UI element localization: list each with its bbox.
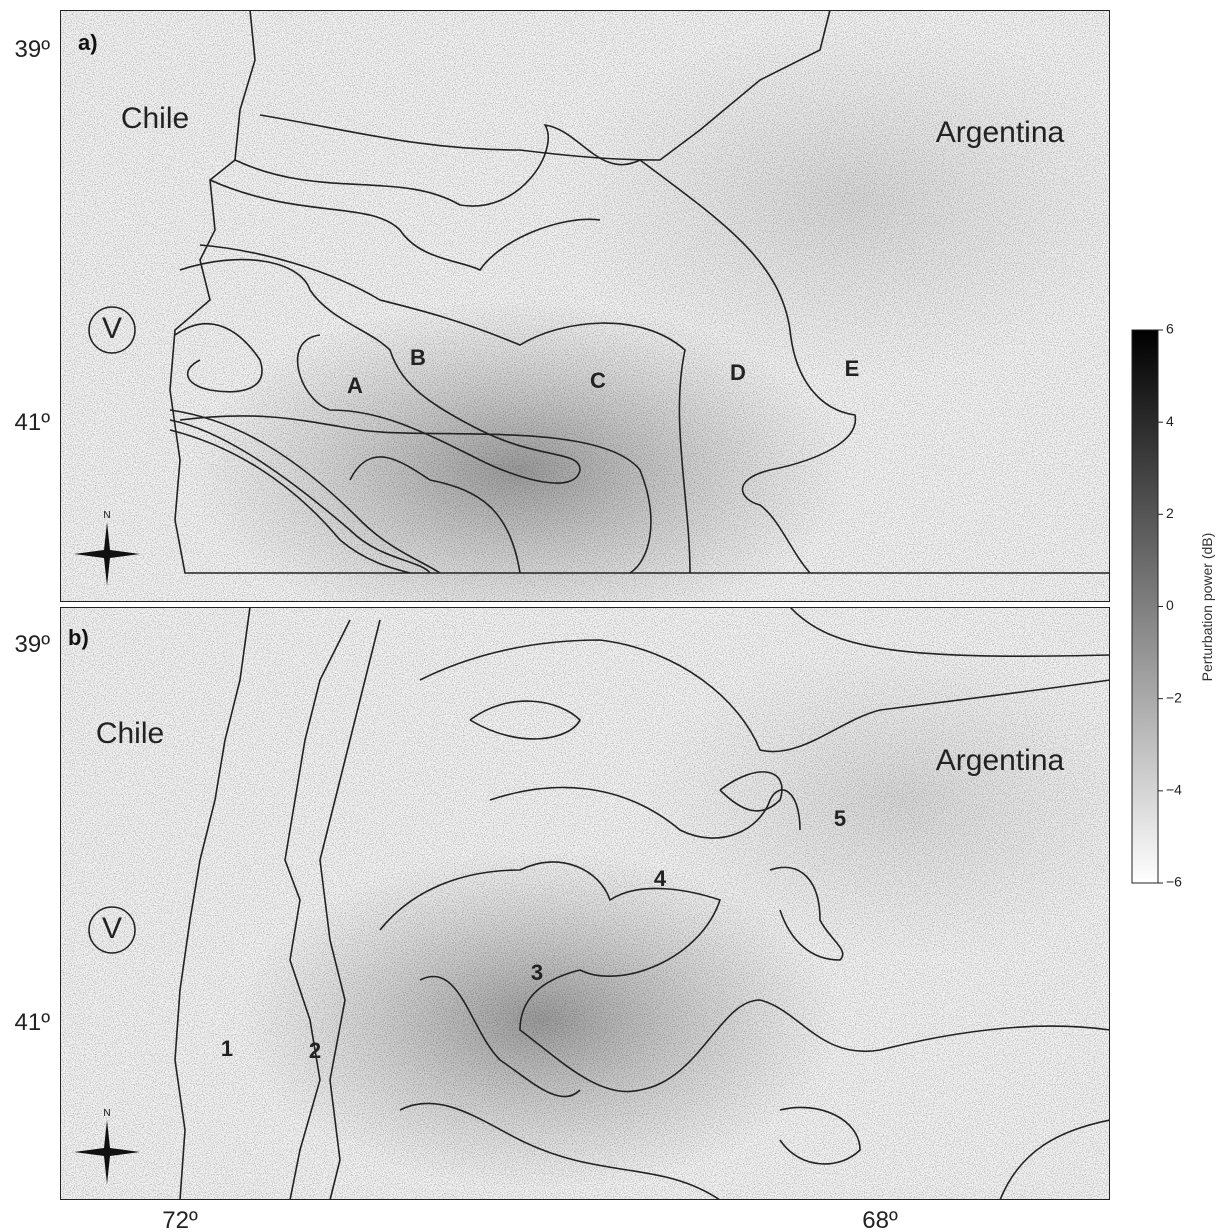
latitude-label: 41º bbox=[15, 409, 51, 436]
country-label: Chile bbox=[96, 717, 164, 750]
panel-b-map: N bbox=[60, 607, 1110, 1200]
colorbar-tick-label: 2 bbox=[1166, 505, 1174, 521]
country-label: Chile bbox=[121, 102, 189, 135]
colorbar bbox=[1131, 329, 1159, 884]
latitude-label: 39º bbox=[15, 36, 51, 63]
zone-label: C bbox=[590, 368, 606, 393]
zone-label: B bbox=[410, 345, 426, 370]
country-label: Argentina bbox=[936, 744, 1065, 777]
country-label: Argentina bbox=[936, 116, 1065, 149]
colorbar-tick-label: 6 bbox=[1166, 321, 1174, 337]
zone-label: 2 bbox=[309, 1038, 321, 1063]
svg-text:N: N bbox=[103, 510, 110, 521]
zone-label: D bbox=[730, 360, 746, 385]
vent-label: V bbox=[102, 312, 122, 345]
vent-label: V bbox=[102, 912, 122, 945]
colorbar-tick-label: −6 bbox=[1166, 874, 1182, 890]
svg-text:N: N bbox=[103, 1108, 110, 1119]
colorbar-tick-label: 4 bbox=[1166, 413, 1174, 429]
latitude-label: 39º bbox=[15, 631, 51, 658]
panel-a-map: N bbox=[60, 10, 1110, 602]
longitude-label: 68º bbox=[862, 1207, 898, 1232]
panel-label: a) bbox=[78, 30, 98, 55]
panel-label: b) bbox=[68, 625, 89, 650]
colorbar-label: Perturbation power (dB) bbox=[1199, 533, 1215, 682]
latitude-label: 41º bbox=[15, 1009, 51, 1036]
zone-label: 4 bbox=[654, 866, 667, 891]
colorbar-tick-label: −2 bbox=[1166, 689, 1182, 705]
longitude-label: 72º bbox=[162, 1207, 198, 1232]
zone-label: E bbox=[845, 356, 860, 381]
zone-label: 3 bbox=[531, 960, 543, 985]
colorbar-tick-label: 0 bbox=[1166, 597, 1174, 613]
colorbar-tick-label: −4 bbox=[1166, 782, 1182, 798]
zone-label: 1 bbox=[221, 1036, 233, 1061]
zone-label: A bbox=[347, 373, 363, 398]
zone-label: 5 bbox=[834, 806, 846, 831]
